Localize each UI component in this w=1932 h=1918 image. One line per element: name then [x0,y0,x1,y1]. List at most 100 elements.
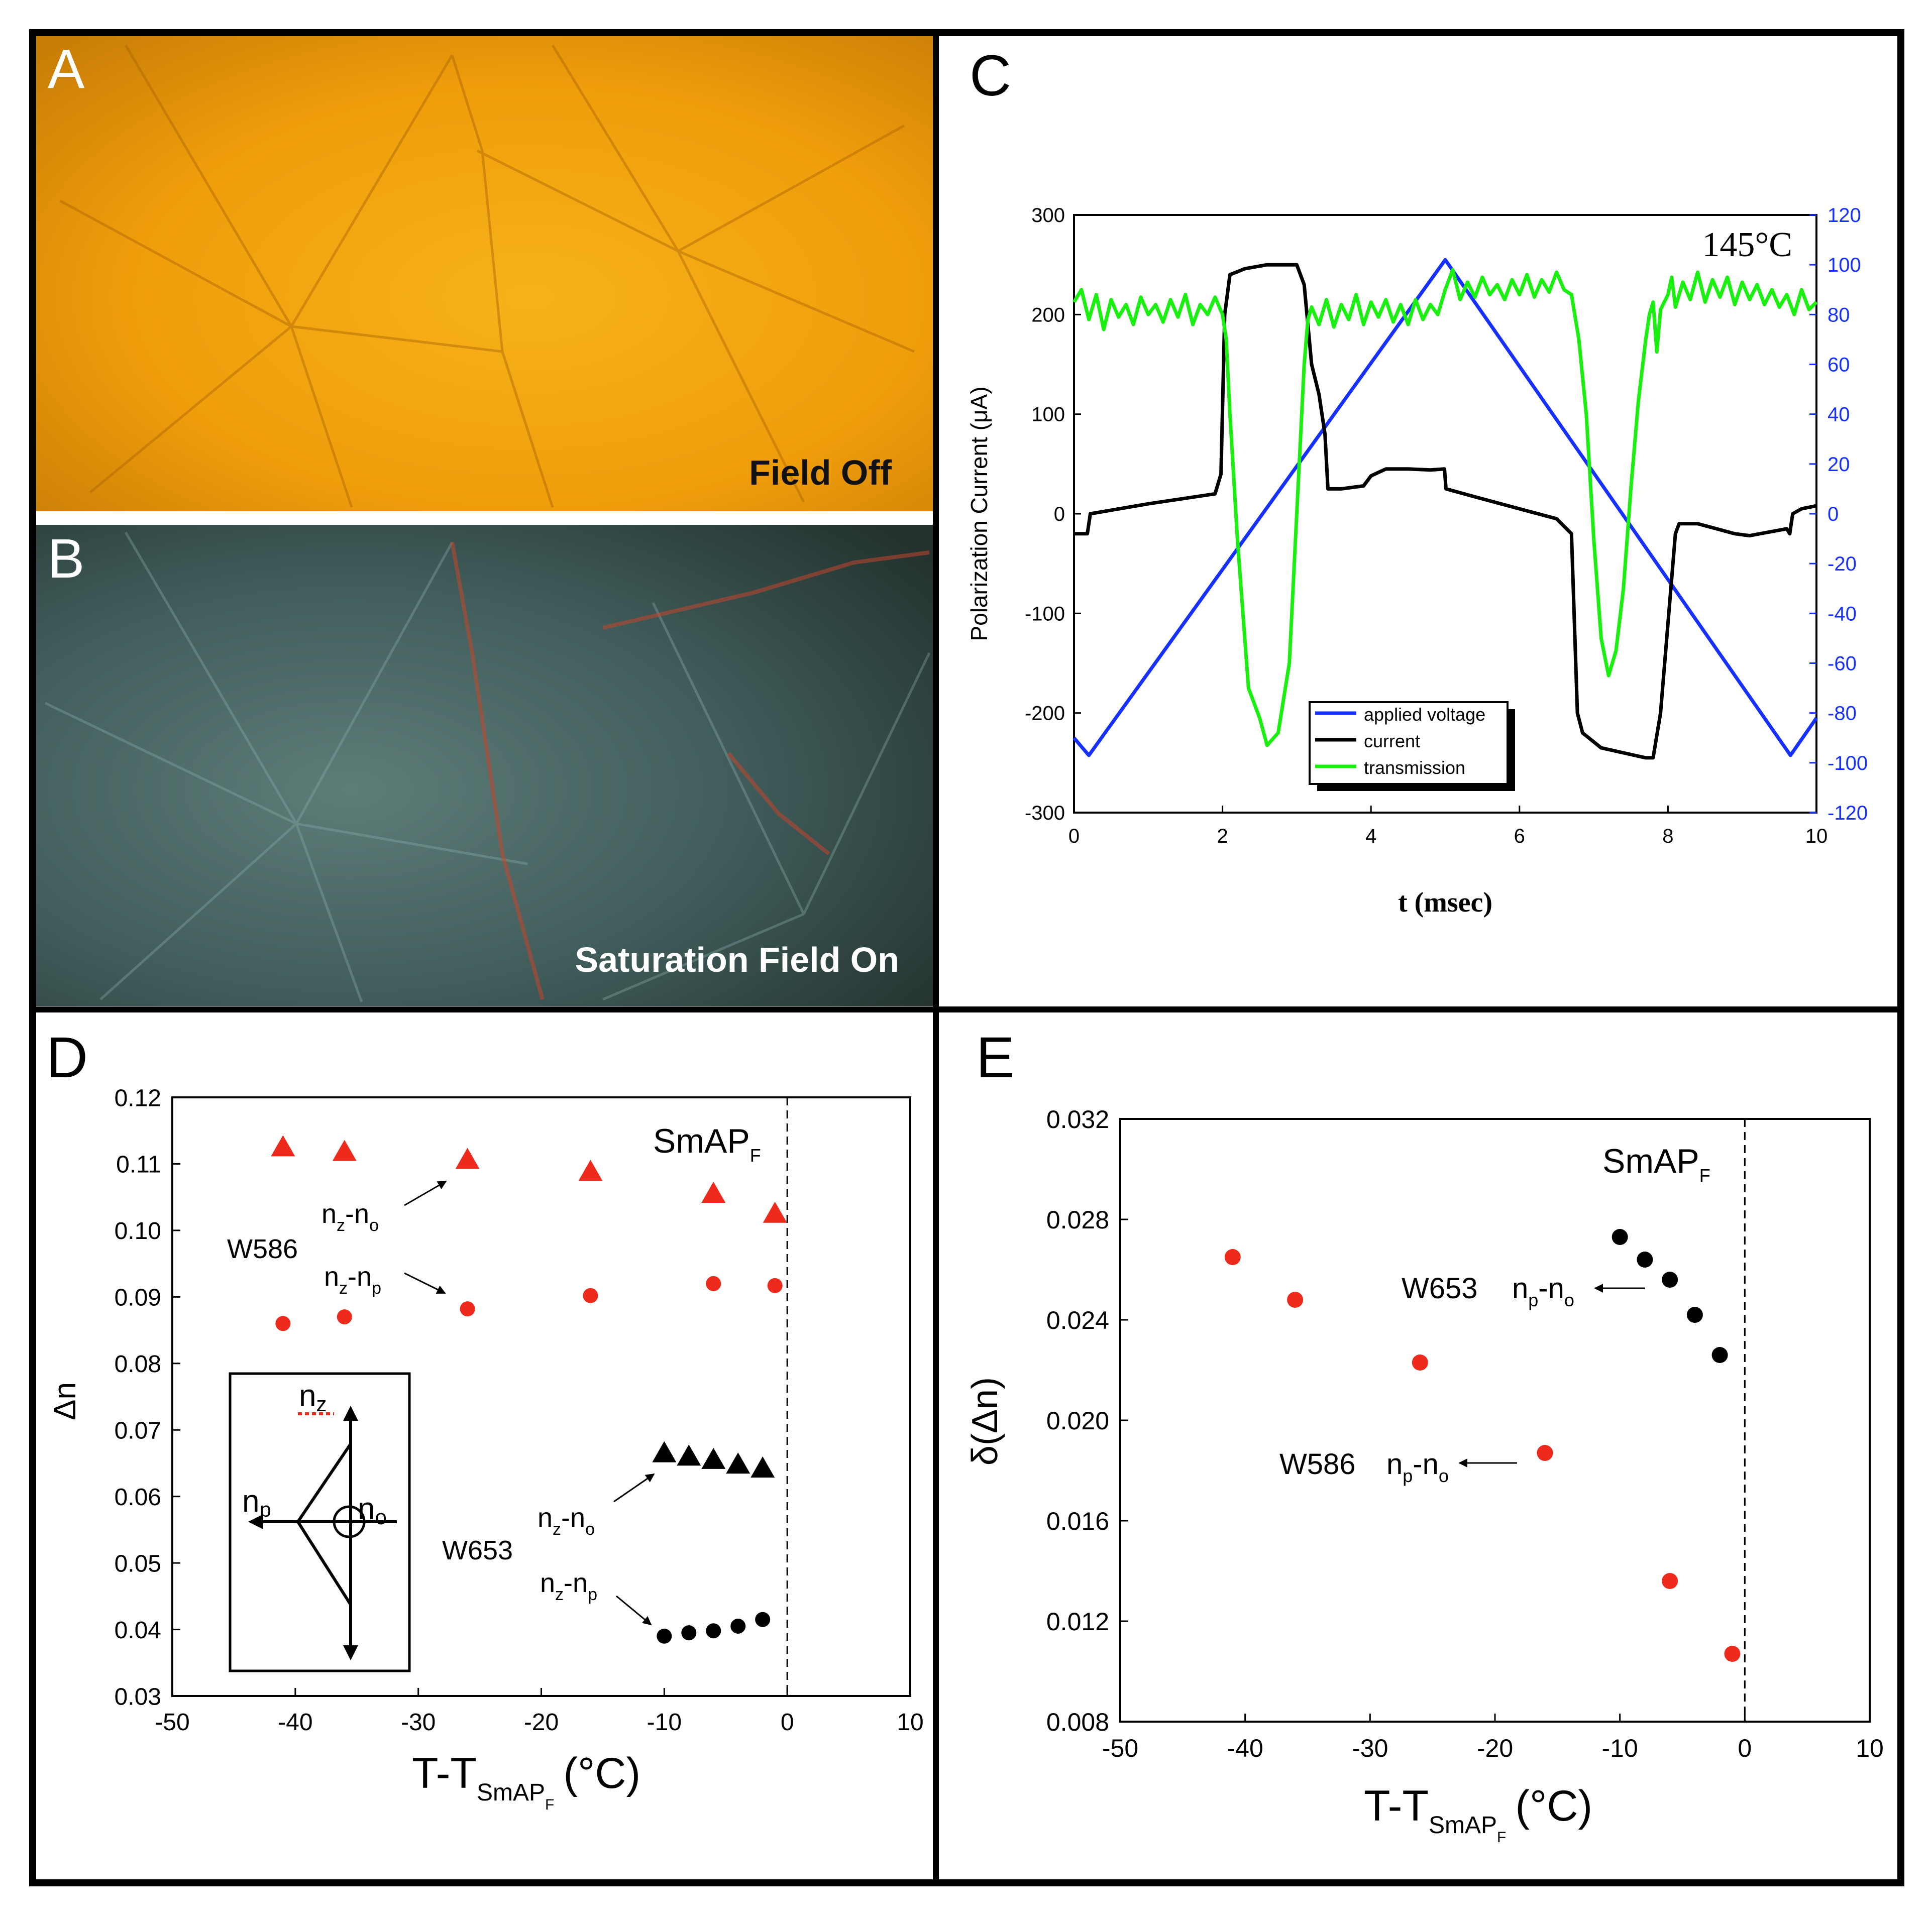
x-axis-label-d: T-TSmAPF(°C) [412,1749,640,1813]
arrow-nz-no-w653 [613,1473,655,1503]
y-tick-label: 0.04 [115,1617,161,1644]
figure-frame [29,29,1904,1886]
inset-director-diagram: nz np no [229,1372,411,1672]
defect-lines-b [450,542,930,1000]
micrograph-field-on [36,525,933,1006]
data-point-circle [583,1288,598,1303]
y-axis-label-d: Δn [48,1382,82,1420]
y-tick-label: 0.07 [115,1418,161,1444]
legend-label-transmission: transmission [1364,757,1465,778]
label-np-no-w586: np-no [1386,1448,1449,1486]
crystal-texture-b [44,531,931,1002]
data-point-circle [1637,1252,1653,1268]
sample-label-w586-e: W586 [1279,1448,1356,1481]
x-tick-label: 10 [1856,1734,1884,1762]
x-tick-label-c: 4 [1365,825,1376,847]
sample-label-w586-d: W586 [227,1234,298,1264]
x-tick-label: 0 [781,1709,794,1736]
phase-label-d: SmAPF [653,1122,761,1166]
caption-saturation-field-on: Saturation Field On [575,940,899,979]
axes-d: -50 -40 -30 -20 -10 0 10 0.03 0.04 0.05 0.06 0.07 0.… [115,1085,924,1736]
data-point-circle [1662,1272,1678,1288]
data-point-circle [706,1276,721,1291]
y-tick-label-c: 0 [1054,503,1065,525]
y2-tick-label-c: 100 [1828,254,1861,276]
data-point-triangle [455,1148,480,1169]
legend-c: applied voltage current transmission [1309,701,1515,791]
data-point-circle [681,1625,697,1641]
data-point-circle [1724,1646,1741,1662]
caption-field-off: Field Off [749,453,892,492]
y-tick-label-c: -300 [1025,802,1065,824]
label-nz-np-w586: nz-np [324,1262,381,1298]
data-point-circle [755,1612,771,1627]
x-tick-label-c: 6 [1514,825,1525,847]
label-nz-no-w653: nz-no [538,1503,595,1539]
data-point-triangle [271,1135,295,1157]
arrow-nz-np-w653 [616,1595,652,1626]
data-point-circle [1412,1355,1428,1371]
y-tick-label: 0.10 [115,1218,161,1245]
data-point-triangle [677,1444,701,1466]
data-point-triangle [701,1182,726,1203]
data-point-circle [1711,1347,1728,1363]
panel-letter-a: A [48,38,85,100]
y-tick-label: 0.11 [116,1152,161,1178]
x-tick-label-c: 8 [1662,825,1673,847]
data-point-circle [1686,1307,1703,1323]
y2-tick-label-c: -80 [1828,703,1857,725]
series-line-applied-voltage [1072,258,1818,757]
panel-d: D -50 -40 -30 -20 -10 0 10 0.03 0.04 0.05 0.06 0.07… [46,1026,924,1813]
x-tick-label: -30 [401,1709,436,1736]
plot-area-e [1119,1118,1871,1723]
label-nz-no-w586: nz-no [321,1199,379,1235]
y-tick-label-c: 200 [1031,304,1065,326]
y-tick-label: 0.05 [115,1550,161,1577]
panel-letter-d: D [46,1026,88,1090]
x-axis-label-c: t (msec) [1398,887,1492,918]
data-point-circle [460,1301,475,1317]
data-point-triangle [332,1140,357,1161]
x-tick-label: -10 [1602,1734,1638,1762]
y2-tick-label-c: 80 [1828,304,1850,326]
x-axis-label-e: T-TSmAPF(°C) [1364,1782,1592,1846]
data-point-triangle [750,1456,775,1478]
panel-b: B Saturation Field On [36,525,933,1006]
x-tick-label: -50 [1102,1734,1138,1762]
legend-label-applied-voltage: applied voltage [1364,704,1485,725]
series-line-current [1074,263,1817,760]
no-out-of-plane-symbol [333,1505,366,1538]
x-tick-label-c: 0 [1068,825,1080,847]
y-tick-label: 0.016 [1046,1507,1109,1535]
y2-tick-label-c: 40 [1828,404,1850,426]
sample-label-w653-d: W653 [442,1535,513,1565]
x-tick-label-c: 2 [1217,825,1228,847]
series-c [1072,258,1818,760]
y-tick-label: 0.020 [1046,1407,1109,1435]
legend-box [1309,701,1509,785]
inset-label-no: no [358,1492,387,1529]
x-tick-label: 10 [897,1709,923,1736]
y-tick-label: 0.028 [1046,1206,1109,1234]
data-point-circle [1224,1249,1241,1265]
x-tick-label-c: 10 [1805,825,1828,847]
phase-label-e: SmAPF [1602,1142,1710,1186]
y2-tick-label-c: -60 [1828,653,1857,675]
y2-tick-label-c: 60 [1828,354,1850,376]
axes-c: 0 2 4 6 8 10-300-200-1000100200300-120-100-80… [1025,204,1868,847]
data-point-circle [730,1618,746,1634]
data-point-circle [1287,1292,1304,1308]
y-tick-label: 0.06 [115,1484,161,1511]
y2-tick-label-c: -40 [1828,603,1857,625]
sample-label-w653-e: W653 [1402,1272,1478,1305]
label-nz-np-w653: nz-np [540,1568,597,1604]
series-d [271,1135,787,1644]
arrow-nz-no-w586 [404,1180,447,1206]
data-point-circle [275,1316,291,1331]
series-line-transmission [1072,268,1818,747]
y-tick-label: 0.012 [1046,1608,1109,1636]
series-e [1224,1229,1741,1662]
y-tick-label: 0.12 [115,1085,161,1111]
y-tick-label: 0.03 [115,1683,161,1710]
y2-tick-label-c: -120 [1828,802,1868,824]
